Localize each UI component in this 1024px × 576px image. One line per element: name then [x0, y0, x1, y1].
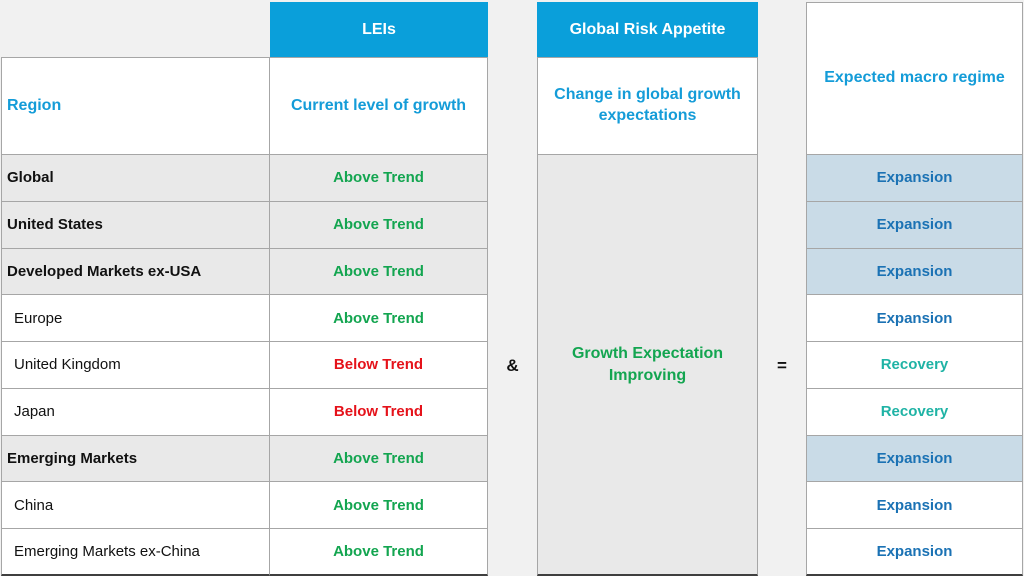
growth-cell: Above Trend: [270, 529, 488, 576]
risk-subheader: Change in global growth expectations: [537, 57, 758, 155]
regime-cell: Recovery: [806, 342, 1023, 389]
region-cell: United States: [1, 201, 270, 249]
region-cell: Emerging Markets: [1, 435, 270, 483]
regime-cell: Expansion: [806, 248, 1023, 296]
growth-cell: Above Trend: [270, 295, 488, 343]
regime-cell: Expansion: [806, 435, 1023, 483]
top-left-spacer: [1, 2, 270, 57]
regime-cell: Expansion: [806, 482, 1023, 530]
lei-table: LEIs Region Current level of growth Glob…: [1, 2, 488, 576]
growth-cell: Above Trend: [270, 248, 488, 296]
region-cell: Emerging Markets ex-China: [1, 529, 270, 576]
growth-expectation-cell: Growth Expectation Improving: [537, 155, 758, 576]
regime-table: Expected macro regime Expansion Expansion…: [806, 2, 1023, 576]
region-cell: United Kingdom: [1, 342, 270, 389]
growth-cell: Above Trend: [270, 435, 488, 483]
region-cell: China: [1, 482, 270, 530]
regime-cell: Expansion: [806, 201, 1023, 249]
growth-cell: Below Trend: [270, 388, 488, 436]
region-cell: Developed Markets ex-USA: [1, 248, 270, 296]
region-header: Region: [1, 57, 270, 155]
growth-cell: Above Trend: [270, 155, 488, 202]
growth-cell: Above Trend: [270, 482, 488, 530]
regime-column-header: Expected macro regime: [806, 2, 1023, 155]
regime-cell: Recovery: [806, 388, 1023, 436]
regime-cell: Expansion: [806, 295, 1023, 343]
growth-cell: Above Trend: [270, 201, 488, 249]
equals-operator: =: [777, 355, 787, 375]
risk-appetite-table: Global Risk Appetite Change in global gr…: [537, 2, 758, 576]
and-operator: &: [506, 355, 519, 375]
growth-cell: Below Trend: [270, 342, 488, 389]
regime-cell: Expansion: [806, 529, 1023, 576]
lei-subheader: Current level of growth: [270, 57, 488, 155]
region-cell: Japan: [1, 388, 270, 436]
region-cell: Global: [1, 155, 270, 202]
lei-column-header: LEIs: [270, 2, 488, 57]
region-cell: Europe: [1, 295, 270, 343]
risk-column-header: Global Risk Appetite: [537, 2, 758, 57]
regime-cell: Expansion: [806, 155, 1023, 202]
